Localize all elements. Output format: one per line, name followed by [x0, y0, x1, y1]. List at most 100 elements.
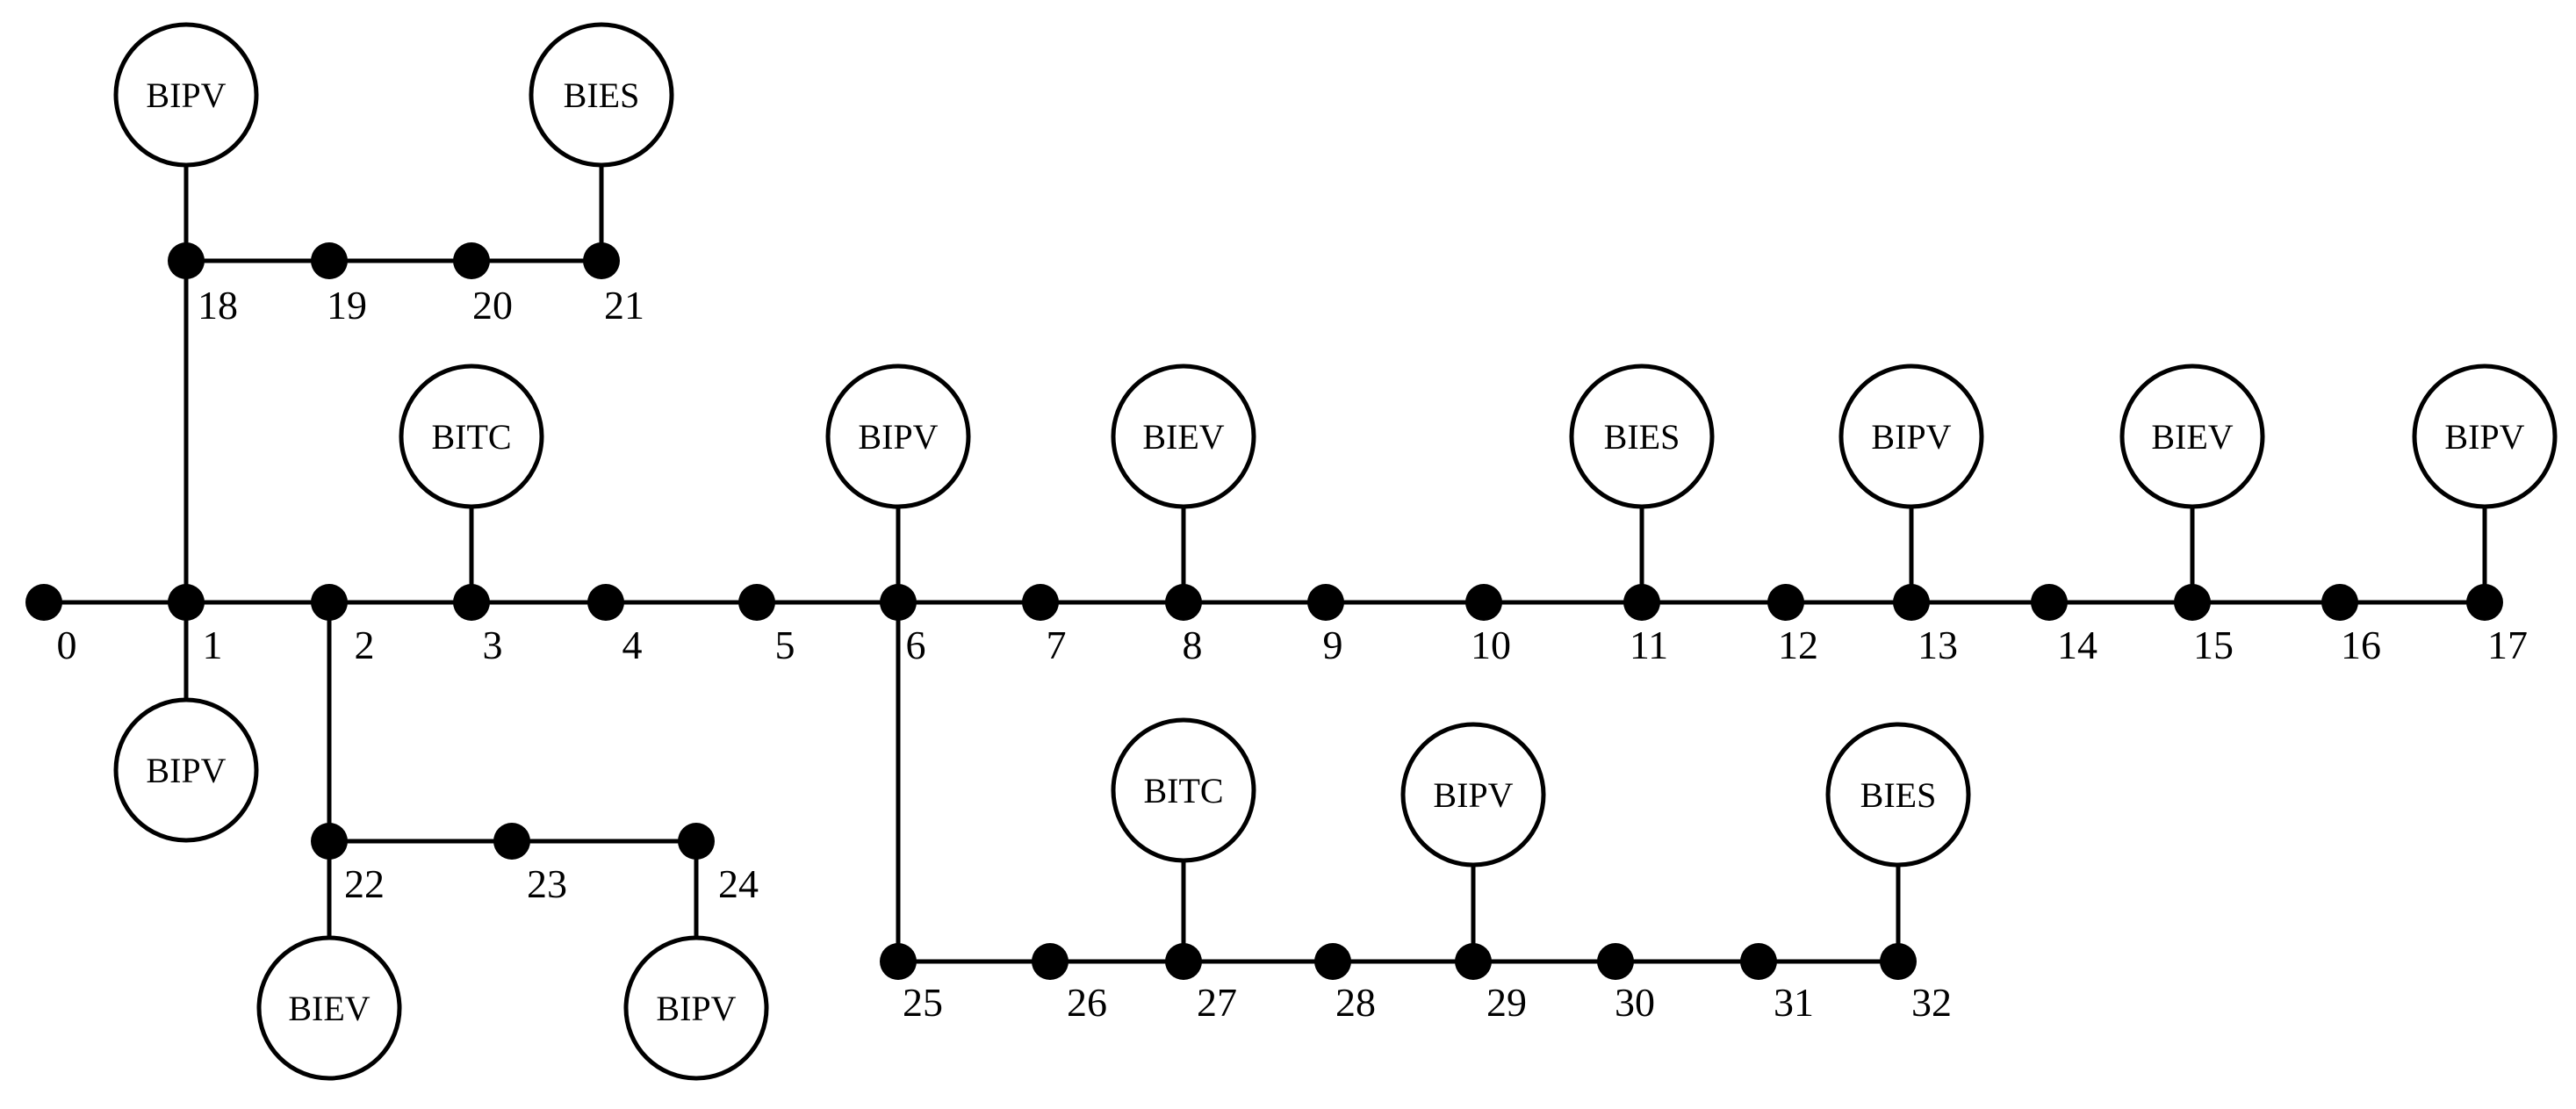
bus-label-25: 25 [903, 980, 943, 1025]
bus-label-21: 21 [604, 283, 644, 328]
bus-label-19: 19 [327, 283, 367, 328]
bus-node-1 [168, 584, 205, 621]
device-circle [1569, 364, 1715, 509]
device-bipv-bus-29: BIPV [1400, 722, 1546, 868]
bus-node-13 [1893, 584, 1930, 621]
device-label: BIES [1604, 417, 1680, 457]
bus-label-31: 31 [1774, 980, 1814, 1025]
device-circle [2119, 364, 2265, 509]
bus-nodes [25, 242, 2503, 980]
bus-label-27: 27 [1197, 980, 1237, 1025]
lines [44, 258, 2485, 964]
bus-label-26: 26 [1067, 980, 1107, 1025]
bus-node-18 [168, 242, 205, 279]
device-label: BIES [564, 76, 640, 115]
bus-node-31 [1740, 943, 1777, 980]
bus-node-21 [583, 242, 620, 279]
device-label: BIPV [146, 751, 226, 790]
device-label: BIEV [1142, 417, 1224, 457]
device-label: BIPV [2444, 417, 2524, 457]
device-label: BIEV [2151, 417, 2233, 457]
device-label: BIPV [656, 989, 736, 1028]
bus-label-3: 3 [483, 623, 503, 667]
bus-node-7 [1022, 584, 1059, 621]
bus-node-17 [2466, 584, 2503, 621]
device-bies-bus-32: BIES [1825, 722, 1971, 868]
devices: BIPV BIES BITC BIPV BIEV BIES BIPV BIEV BIPV BIPV… [113, 22, 2558, 1081]
bus-label-30: 30 [1615, 980, 1655, 1025]
bus-node-14 [2031, 584, 2068, 621]
device-bies-bus-11: BIES [1569, 364, 1715, 509]
bus-label-17: 17 [2487, 623, 2528, 667]
device-label: BIPV [858, 417, 938, 457]
bus-node-10 [1465, 584, 1502, 621]
bus-label-14: 14 [2057, 623, 2097, 667]
device-circle [825, 364, 971, 509]
bus-node-0 [25, 584, 62, 621]
device-circle [1111, 364, 1256, 509]
bus-label-2: 2 [355, 623, 375, 667]
device-bies-bus-21: BIES [529, 22, 674, 168]
bus-label-23: 23 [527, 861, 567, 906]
bus-label-20: 20 [472, 283, 513, 328]
device-bipv-bus-13: BIPV [1838, 364, 1984, 509]
device-bitc-bus-3: BITC [399, 364, 544, 509]
bus-node-11 [1623, 584, 1660, 621]
bus-label-4: 4 [622, 623, 643, 667]
bus-node-2 [311, 584, 348, 621]
bus-node-6 [880, 584, 917, 621]
device-biev-bus-22: BIEV [256, 935, 402, 1081]
bus-node-30 [1597, 943, 1634, 980]
bus-label-6: 6 [906, 623, 926, 667]
bus-label-32: 32 [1911, 980, 1952, 1025]
bus-label-9: 9 [1323, 623, 1343, 667]
device-bitc-bus-27: BITC [1111, 717, 1256, 863]
bus-node-28 [1314, 943, 1351, 980]
bus-node-3 [453, 584, 490, 621]
device-circle [1400, 722, 1546, 868]
bus-node-5 [738, 584, 775, 621]
bus-node-23 [493, 823, 530, 860]
bus-node-12 [1767, 584, 1804, 621]
device-label: BIES [1860, 775, 1937, 815]
bus-label-13: 13 [1918, 623, 1958, 667]
bus-label-29: 29 [1486, 980, 1527, 1025]
device-circle [529, 22, 674, 168]
bus-label-18: 18 [198, 283, 238, 328]
bus-node-32 [1880, 943, 1917, 980]
device-circle [256, 935, 402, 1081]
device-bipv-bus-17: BIPV [2412, 364, 2558, 509]
bus-node-20 [453, 242, 490, 279]
device-bipv-bus-6: BIPV [825, 364, 971, 509]
device-biev-bus-15: BIEV [2119, 364, 2265, 509]
device-label: BITC [1143, 771, 1223, 810]
bus-node-8 [1165, 584, 1202, 621]
device-circle [1838, 364, 1984, 509]
bus-label-8: 8 [1183, 623, 1203, 667]
device-label: BIPV [1871, 417, 1951, 457]
bus-label-5: 5 [775, 623, 795, 667]
bus-label-7: 7 [1047, 623, 1067, 667]
device-circle [399, 364, 544, 509]
device-label: BIEV [288, 989, 370, 1028]
bus-node-19 [311, 242, 348, 279]
bus-label-22: 22 [344, 861, 385, 906]
device-circle [623, 935, 769, 1081]
bus-node-25 [880, 943, 917, 980]
bus-node-26 [1032, 943, 1069, 980]
bus-label-11: 11 [1630, 623, 1668, 667]
device-label: BIPV [1433, 775, 1513, 815]
device-circle [1111, 717, 1256, 863]
bus-label-15: 15 [2193, 623, 2234, 667]
bus-label-28: 28 [1335, 980, 1376, 1025]
bus-node-24 [678, 823, 715, 860]
bus-label-1: 1 [203, 623, 223, 667]
device-bipv-bus-24: BIPV [623, 935, 769, 1081]
device-circle [113, 697, 259, 843]
bus-label-16: 16 [2341, 623, 2381, 667]
bus-node-16 [2321, 584, 2358, 621]
bus-node-29 [1455, 943, 1492, 980]
device-circle [2412, 364, 2558, 509]
bus-node-22 [311, 823, 348, 860]
